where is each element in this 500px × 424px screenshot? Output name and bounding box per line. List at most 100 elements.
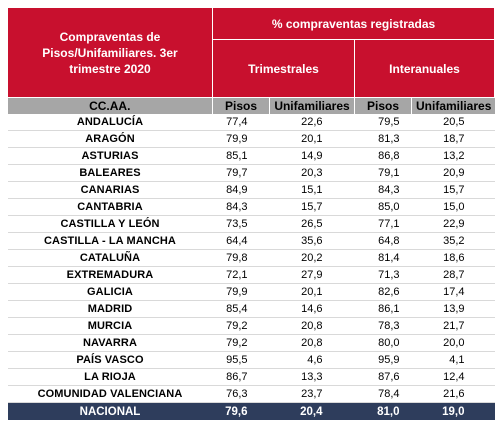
region-cell: NAVARRA — [7, 334, 213, 352]
region-cell: LA RIOJA — [7, 368, 213, 386]
total-pisos-interanual: 81,0 — [354, 402, 412, 420]
compraventas-table: Compraventas de Pisos/Unifamiliares. 3er… — [7, 7, 496, 420]
unif-interanual-cell: 20,0 — [411, 334, 495, 352]
region-cell: CASTILLA Y LEÓN — [7, 215, 213, 233]
pisos-interanual-cell: 86,1 — [354, 300, 412, 318]
unif-trimestral-cell: 20,1 — [269, 283, 355, 301]
total-pisos-trimestral: 79,6 — [212, 402, 270, 420]
pisos-trimestral-header: Pisos — [212, 97, 270, 114]
table-row: PAÍS VASCO 95,5 4,6 95,9 4,1 — [7, 351, 495, 369]
table-row: CANARIAS 84,9 15,1 84,3 15,7 — [7, 181, 495, 199]
table-row: LA RIOJA 86,7 13,3 87,6 12,4 — [7, 368, 495, 386]
unif-interanual-cell: 13,9 — [411, 300, 495, 318]
unif-interanual-cell: 35,2 — [411, 232, 495, 250]
pisos-trimestral-cell: 73,5 — [212, 215, 270, 233]
pisos-interanual-cell: 81,3 — [354, 130, 412, 148]
total-unif-trimestral: 20,4 — [269, 402, 355, 420]
unif-trimestral-cell: 26,5 — [269, 215, 355, 233]
table-row: MURCIA 79,2 20,8 78,3 21,7 — [7, 317, 495, 335]
table-body: ANDALUCÍA 77,4 22,6 79,5 20,5 ARAGÓN 79,9 20,1 8… — [7, 114, 495, 403]
pisos-trimestral-cell: 64,4 — [212, 232, 270, 250]
region-cell: MURCIA — [7, 317, 213, 335]
table-row: BALEARES 79,7 20,3 79,1 20,9 — [7, 164, 495, 182]
region-cell: CANARIAS — [7, 181, 213, 199]
table-row: GALICIA 79,9 20,1 82,6 17,4 — [7, 283, 495, 301]
unif-interanual-cell: 20,9 — [411, 164, 495, 182]
unif-interanual-cell: 15,0 — [411, 198, 495, 216]
unif-trimestral-cell: 27,9 — [269, 266, 355, 284]
unif-trimestral-cell: 22,6 — [269, 114, 355, 131]
pisos-interanual-header: Pisos — [354, 97, 412, 114]
unif-interanual-cell: 15,7 — [411, 181, 495, 199]
table-row: EXTREMADURA 72,1 27,9 71,3 28,7 — [7, 266, 495, 284]
unif-interanual-cell: 12,4 — [411, 368, 495, 386]
table-row: ANDALUCÍA 77,4 22,6 79,5 20,5 — [7, 114, 495, 131]
data-table-container: Compraventas de Pisos/Unifamiliares. 3er… — [7, 7, 496, 420]
table-row: ASTURIAS 85,1 14,9 86,8 13,2 — [7, 147, 495, 165]
unif-interanual-cell: 18,7 — [411, 130, 495, 148]
unif-trimestral-cell: 20,3 — [269, 164, 355, 182]
pisos-interanual-cell: 79,5 — [354, 114, 412, 131]
total-unif-interanual: 19,0 — [411, 402, 495, 420]
pisos-trimestral-cell: 79,9 — [212, 130, 270, 148]
pisos-interanual-cell: 71,3 — [354, 266, 412, 284]
unif-interanual-cell: 17,4 — [411, 283, 495, 301]
pisos-trimestral-cell: 85,1 — [212, 147, 270, 165]
pisos-interanual-cell: 78,3 — [354, 317, 412, 335]
unif-trimestral-cell: 13,3 — [269, 368, 355, 386]
unif-trimestral-cell: 20,8 — [269, 317, 355, 335]
pisos-interanual-cell: 78,4 — [354, 385, 412, 403]
table-row: CASTILLA Y LEÓN 73,5 26,5 77,1 22,9 — [7, 215, 495, 233]
region-cell: CATALUÑA — [7, 249, 213, 267]
unif-trimestral-cell: 14,6 — [269, 300, 355, 318]
total-region: NACIONAL — [7, 402, 213, 420]
pisos-interanual-cell: 82,6 — [354, 283, 412, 301]
region-cell: BALEARES — [7, 164, 213, 182]
pisos-trimestral-cell: 79,7 — [212, 164, 270, 182]
interanuales-header: Interanuales — [353, 39, 496, 98]
table-row: CANTABRIA 84,3 15,7 85,0 15,0 — [7, 198, 495, 216]
pisos-interanual-cell: 81,4 — [354, 249, 412, 267]
unifamiliares-interanual-header: Unifamiliares — [410, 97, 495, 114]
table-row: CASTILLA - LA MANCHA 64,4 35,6 64,8 35,2 — [7, 232, 495, 250]
pisos-interanual-cell: 87,6 — [354, 368, 412, 386]
unif-interanual-cell: 21,6 — [411, 385, 495, 403]
pisos-interanual-cell: 86,8 — [354, 147, 412, 165]
unif-interanual-cell: 13,2 — [411, 147, 495, 165]
region-cell: ASTURIAS — [7, 147, 213, 165]
region-cell: GALICIA — [7, 283, 213, 301]
pisos-interanual-cell: 79,1 — [354, 164, 412, 182]
pisos-trimestral-cell: 79,2 — [212, 334, 270, 352]
pisos-trimestral-cell: 86,7 — [212, 368, 270, 386]
region-cell: MADRID — [7, 300, 213, 318]
region-column-header: CC.AA. — [7, 97, 213, 114]
region-cell: CANTABRIA — [7, 198, 213, 216]
region-cell: CASTILLA - LA MANCHA — [7, 232, 213, 250]
pisos-trimestral-cell: 72,1 — [212, 266, 270, 284]
region-cell: EXTREMADURA — [7, 266, 213, 284]
pisos-trimestral-cell: 79,9 — [212, 283, 270, 301]
pisos-trimestral-cell: 79,2 — [212, 317, 270, 335]
unif-trimestral-cell: 15,1 — [269, 181, 355, 199]
pisos-trimestral-cell: 95,5 — [212, 351, 270, 369]
table-row: NAVARRA 79,2 20,8 80,0 20,0 — [7, 334, 495, 352]
pisos-trimestral-cell: 85,4 — [212, 300, 270, 318]
unif-interanual-cell: 22,9 — [411, 215, 495, 233]
unif-interanual-cell: 21,7 — [411, 317, 495, 335]
pisos-trimestral-cell: 79,8 — [212, 249, 270, 267]
unif-interanual-cell: 18,6 — [411, 249, 495, 267]
unif-trimestral-cell: 20,8 — [269, 334, 355, 352]
table-title: Compraventas de Pisos/Unifamiliares. 3er… — [7, 7, 213, 98]
table-row: CATALUÑA 79,8 20,2 81,4 18,6 — [7, 249, 495, 267]
table-row: MADRID 85,4 14,6 86,1 13,9 — [7, 300, 495, 318]
unif-trimestral-cell: 20,1 — [269, 130, 355, 148]
table-row: COMUNIDAD VALENCIANA 76,3 23,7 78,4 21,6 — [7, 385, 495, 403]
pisos-interanual-cell: 64,8 — [354, 232, 412, 250]
trimestrales-header: Trimestrales — [212, 39, 355, 98]
pisos-trimestral-cell: 84,3 — [212, 198, 270, 216]
unif-interanual-cell: 28,7 — [411, 266, 495, 284]
pisos-interanual-cell: 84,3 — [354, 181, 412, 199]
pisos-trimestral-cell: 84,9 — [212, 181, 270, 199]
region-cell: PAÍS VASCO — [7, 351, 213, 369]
pisos-trimestral-cell: 77,4 — [212, 114, 270, 131]
